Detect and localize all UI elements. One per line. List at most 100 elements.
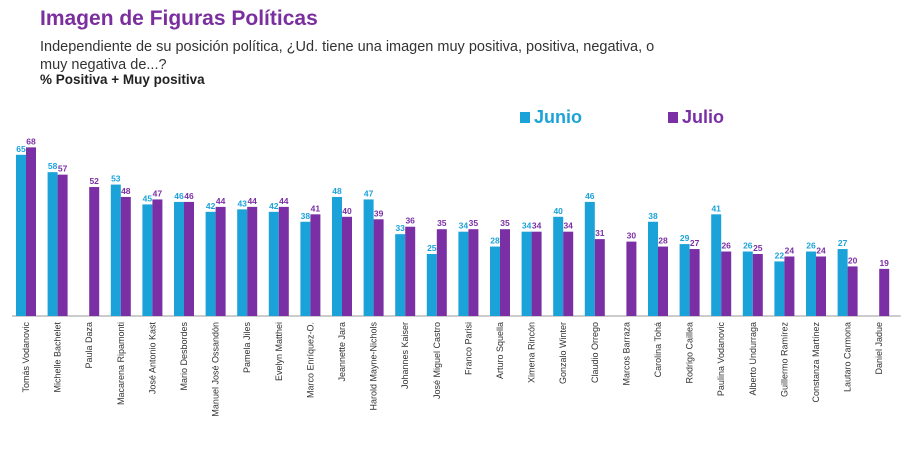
bar-junio xyxy=(332,196,342,316)
bar-junio xyxy=(47,172,58,316)
data-label-julio: 34 xyxy=(563,221,573,231)
category-label: Jeannette Jara xyxy=(337,322,347,382)
data-label-junio: 42 xyxy=(269,201,279,211)
category-label: Constanza Martínez xyxy=(811,322,821,403)
bar-julio xyxy=(89,187,100,316)
legend-junio: Junio xyxy=(520,107,582,128)
legend-junio-label: Junio xyxy=(534,107,582,127)
category-label: Paula Daza xyxy=(84,322,94,369)
category-label: Harold Mayne-Nichols xyxy=(369,322,379,411)
category-label: Franco Parisi xyxy=(463,322,473,375)
category-label: Daniel Jadue xyxy=(874,322,884,375)
data-label-julio: 27 xyxy=(690,238,700,248)
bar-julio xyxy=(436,229,447,316)
data-label-junio: 42 xyxy=(206,201,216,211)
data-label-julio: 41 xyxy=(311,203,321,213)
data-label-julio: 26 xyxy=(721,241,731,251)
category-label: Marcos Barraza xyxy=(621,322,631,386)
bar-junio xyxy=(174,201,184,316)
bar-julio xyxy=(658,246,668,316)
category-label: Guillermo Ramírez xyxy=(779,322,789,398)
bar-julio xyxy=(247,206,258,316)
bar-julio xyxy=(784,256,795,316)
data-label-julio: 57 xyxy=(58,164,68,174)
data-label-junio: 53 xyxy=(111,174,121,184)
data-label-julio: 39 xyxy=(374,208,384,218)
bar-julio xyxy=(184,201,194,316)
bar-julio xyxy=(310,214,321,316)
category-label: Rodrigo Caillea xyxy=(685,322,695,384)
data-label-junio: 25 xyxy=(427,243,437,253)
bar-julio xyxy=(468,229,479,316)
bar-junio xyxy=(426,254,437,316)
bar-julio xyxy=(405,226,416,316)
data-label-junio: 26 xyxy=(806,241,816,251)
bar-junio xyxy=(584,201,595,316)
data-label-julio: 24 xyxy=(816,245,826,255)
category-label: Pamela Jiles xyxy=(242,322,252,374)
data-label-julio: 31 xyxy=(595,228,605,238)
bar-junio xyxy=(553,216,564,316)
bar-junio xyxy=(363,199,374,316)
data-label-julio: 36 xyxy=(405,216,415,226)
data-label-junio: 29 xyxy=(680,233,690,243)
data-label-julio: 19 xyxy=(879,258,889,268)
category-label: Mario Desbordes xyxy=(179,322,189,391)
legend-julio-swatch xyxy=(668,112,678,123)
bar-junio xyxy=(837,249,848,316)
bar-junio xyxy=(300,221,311,316)
category-label: José Antonio Kast xyxy=(147,322,157,395)
category-label: Tomás Vodanovic xyxy=(21,322,31,393)
data-label-junio: 34 xyxy=(459,221,469,231)
data-label-julio: 35 xyxy=(437,218,447,228)
data-label-junio: 45 xyxy=(143,193,153,203)
category-label: Evelyn Matthei xyxy=(274,322,284,381)
bar-junio xyxy=(742,251,753,316)
bar-junio xyxy=(521,231,532,316)
bar-julio xyxy=(278,206,289,316)
bar-julio xyxy=(721,251,732,316)
bar-julio xyxy=(152,199,163,316)
category-label: Johannes Kaiser xyxy=(400,322,410,389)
bar-julio xyxy=(500,229,510,316)
bar-julio xyxy=(816,256,826,316)
chart-subtitle: Independiente de su posición política, ¿… xyxy=(40,39,655,73)
data-label-julio: 44 xyxy=(216,196,226,206)
data-label-julio: 46 xyxy=(184,191,194,201)
data-label-junio: 26 xyxy=(743,241,753,251)
data-label-julio: 20 xyxy=(848,255,858,265)
data-label-junio: 46 xyxy=(174,191,184,201)
data-label-junio: 38 xyxy=(301,211,311,221)
chart-title: Imagen de Figuras Políticas xyxy=(40,7,318,30)
bar-junio xyxy=(268,211,279,316)
legend-julio: Julio xyxy=(668,107,724,128)
data-label-julio: 47 xyxy=(153,188,163,198)
category-label: José Miguel Castro xyxy=(432,322,442,399)
category-label: Paulina Vodanovic xyxy=(716,322,726,397)
category-label: Michelle Bachelet xyxy=(53,322,63,393)
category-label: Carolina Tohá xyxy=(653,322,663,377)
data-label-julio: 35 xyxy=(469,218,479,228)
data-label-junio: 40 xyxy=(553,206,563,216)
category-label: Ximena Rincón xyxy=(527,322,537,383)
category-label: Claudio Orrego xyxy=(590,322,600,383)
data-label-junio: 27 xyxy=(838,238,848,248)
category-label: Lautaro Carmona xyxy=(843,322,853,392)
bar-junio xyxy=(237,209,248,316)
bar-junio xyxy=(774,261,785,316)
category-label: Marco Enríquez-O. xyxy=(305,322,315,398)
bar-julio xyxy=(594,239,605,316)
bar-junio xyxy=(806,251,816,316)
data-label-julio: 25 xyxy=(753,243,763,253)
data-label-julio: 34 xyxy=(532,221,542,231)
category-label: Macarena Ripamonti xyxy=(116,322,126,405)
bar-junio xyxy=(110,184,121,316)
bar-julio xyxy=(342,216,352,316)
bar-junio xyxy=(142,204,153,316)
data-label-julio: 48 xyxy=(121,186,131,196)
data-label-julio: 28 xyxy=(658,236,668,246)
data-label-julio: 35 xyxy=(500,218,510,228)
bar-julio xyxy=(373,219,384,316)
data-label-junio: 38 xyxy=(648,211,658,221)
